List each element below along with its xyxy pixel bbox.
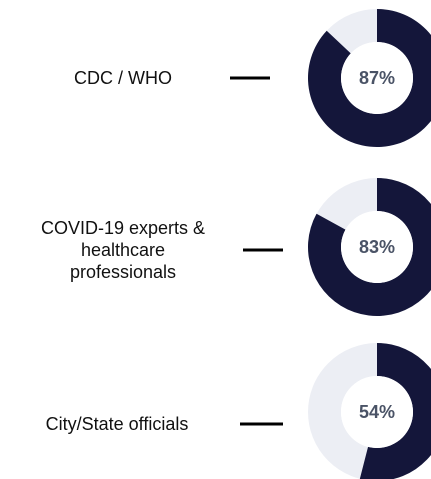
category-label: CDC / WHO [74,68,172,88]
category-label: City/State officials [45,414,189,434]
donut-hole [341,211,413,283]
value-label: 83% [359,237,395,257]
donut-hole [341,42,413,114]
donut-segment [308,9,431,147]
value-label: 87% [359,68,395,88]
category-label: COVID-19 experts & healthcare profession… [40,218,206,282]
value-label: 54% [359,402,395,422]
donut-segment [308,178,431,316]
donut-segment [359,343,431,479]
donut-hole [341,376,413,448]
